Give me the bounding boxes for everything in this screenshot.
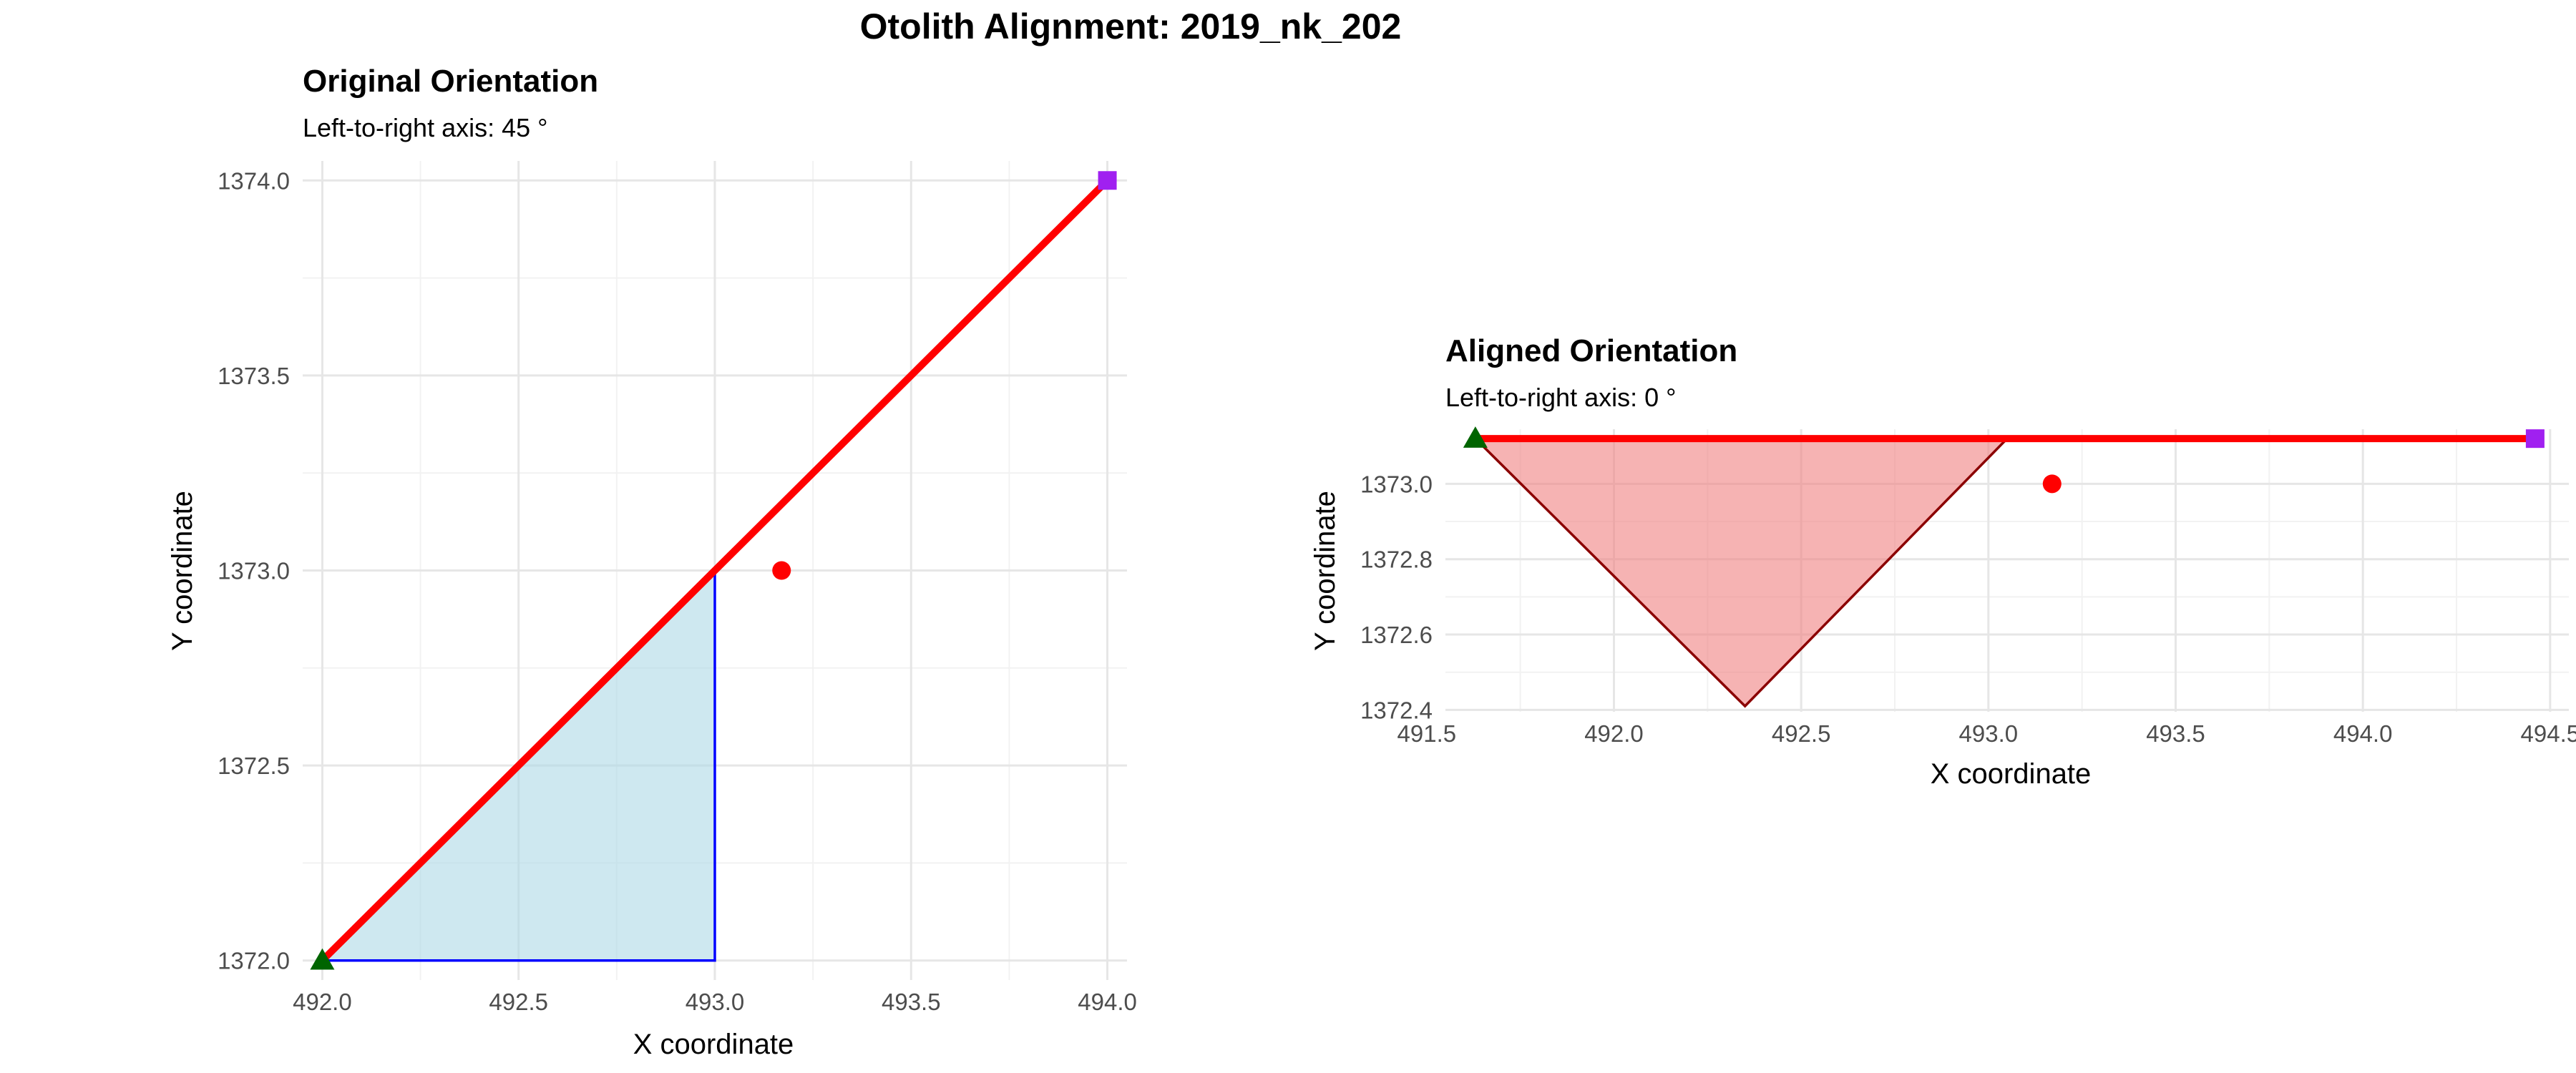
- x-tick-label: 493.5: [2146, 720, 2205, 747]
- left-to-right-axis-line: [319, 177, 1111, 964]
- y-tick-labels: 1372.0 1372.5 1373.0 1373.5 1374.0: [218, 167, 290, 974]
- y-tick-label: 1372.0: [218, 948, 290, 974]
- center-point: [2042, 474, 2062, 494]
- x-tick-label: 493.0: [686, 989, 745, 1015]
- x-tick-label: 492.5: [1772, 720, 1831, 747]
- x-tick-label: 492.5: [489, 989, 548, 1015]
- y-axis-label: Y coordinate: [167, 491, 198, 651]
- x-tick-label: 494.5: [2521, 720, 2576, 747]
- panel-original-orientation: Original Orientation Left-to-right axis:…: [167, 64, 1137, 1060]
- plot-marks: [1463, 426, 2545, 708]
- x-axis-label: X coordinate: [1931, 758, 2092, 790]
- y-tick-label: 1372.4: [1360, 697, 1433, 723]
- otolith-outline-polygon: [1472, 437, 2011, 708]
- panel-title: Aligned Orientation: [1445, 333, 1737, 368]
- y-tick-label: 1372.5: [218, 753, 290, 779]
- start-point-triangle: [310, 948, 335, 970]
- y-tick-label: 1373.0: [218, 558, 290, 584]
- y-tick-label: 1373.5: [218, 363, 290, 389]
- x-tick-label: 493.0: [1959, 720, 2019, 747]
- panel-aligned-orientation: Aligned Orientation Left-to-right axis: …: [1309, 333, 2576, 790]
- end-point-square: [1098, 171, 1117, 190]
- x-tick-labels: 491.5 492.0 492.5 493.0 493.5 494.0 494.5: [1397, 720, 2576, 747]
- x-tick-label: 492.0: [293, 989, 352, 1015]
- x-tick-label: 494.0: [1078, 989, 1137, 1015]
- plot-marks: [310, 171, 1117, 970]
- y-tick-label: 1373.0: [1360, 471, 1433, 497]
- center-point: [772, 561, 791, 580]
- x-tick-label: 492.0: [1584, 720, 1644, 747]
- panel-subtitle: Left-to-right axis: 45 °: [303, 113, 548, 142]
- x-tick-labels: 492.0 492.5 493.0 493.5 494.0: [293, 989, 1137, 1015]
- y-tick-labels: 1372.4 1372.6 1372.8 1373.0: [1360, 471, 1433, 723]
- panel-title: Original Orientation: [303, 64, 598, 99]
- y-tick-label: 1374.0: [218, 167, 290, 194]
- x-tick-label: 493.5: [882, 989, 941, 1015]
- end-point-square: [2525, 429, 2545, 449]
- y-tick-label: 1372.8: [1360, 547, 1433, 573]
- y-tick-label: 1372.6: [1360, 622, 1433, 648]
- start-point-triangle: [1463, 426, 1488, 448]
- x-tick-label: 491.5: [1397, 720, 1457, 747]
- figure-title: Otolith Alignment: 2019_nk_202: [860, 6, 1402, 46]
- y-axis-label: Y coordinate: [1309, 491, 1341, 651]
- x-tick-label: 494.0: [2333, 720, 2393, 747]
- x-axis-label: X coordinate: [633, 1029, 794, 1060]
- panel-subtitle: Left-to-right axis: 0 °: [1445, 383, 1677, 412]
